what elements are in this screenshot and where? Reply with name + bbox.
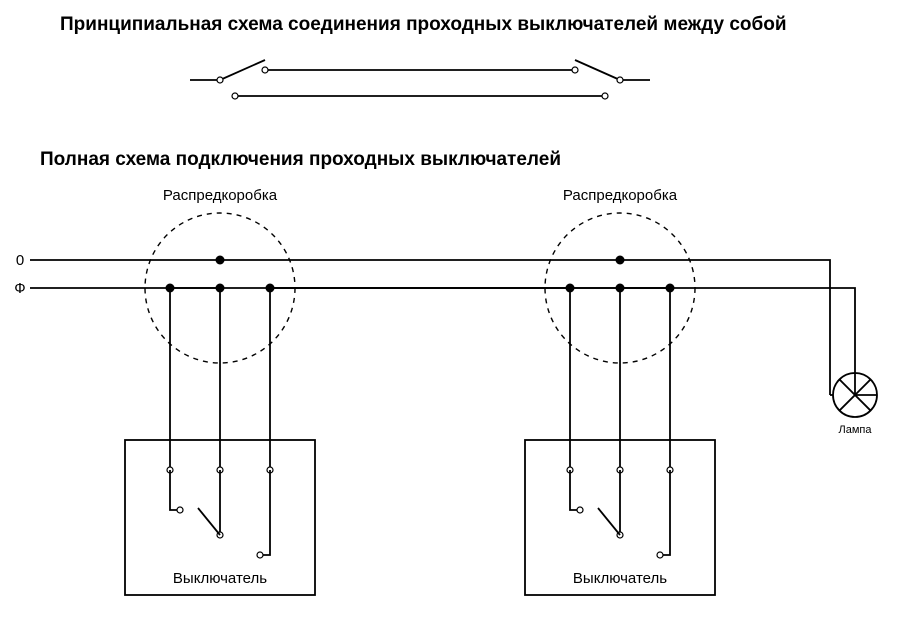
lamp-label: Лампа	[839, 424, 873, 436]
title-full: Полная схема подключения проходных выклю…	[40, 149, 561, 170]
title-schematic: Принципиальная схема соединения проходны…	[60, 14, 787, 35]
switch-label-2: Выключатель	[573, 570, 667, 587]
junction-box-label-2: Распредкоробка	[563, 187, 678, 204]
phase-label: Ф	[14, 280, 25, 297]
junction-box-label-1: Распредкоробка	[163, 187, 278, 204]
neutral-label: 0	[16, 252, 24, 269]
switch-label-1: Выключатель	[173, 570, 267, 587]
